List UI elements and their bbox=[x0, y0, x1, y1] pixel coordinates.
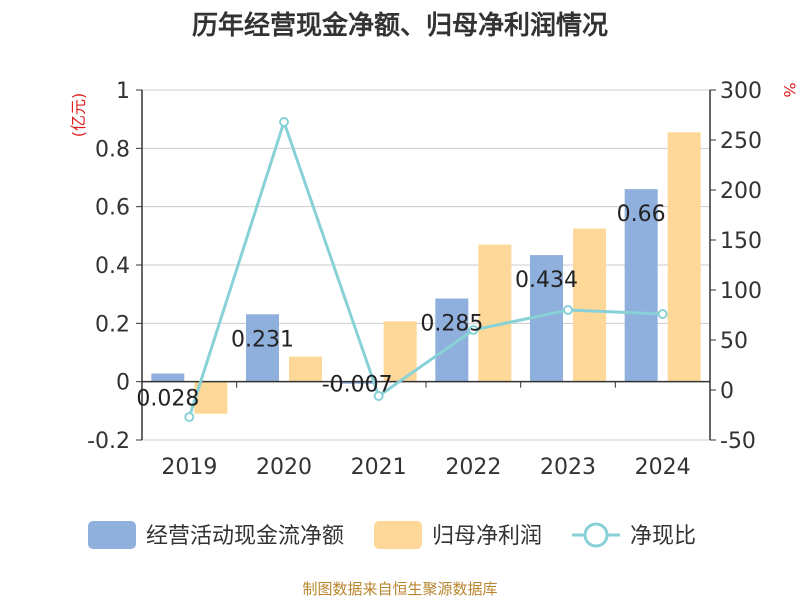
axes: -0.2 0 0.2 0.4 0.6 0.8 1 -50 0 50 100 150 200 250 300 2… bbox=[87, 79, 762, 480]
legend-swatch-0 bbox=[88, 521, 136, 549]
x-tick-label: 2023 bbox=[540, 455, 596, 480]
legend: 经营活动现金流净额 归母净利润 净现比 bbox=[88, 521, 696, 549]
bar-data-label: 0.434 bbox=[515, 268, 578, 293]
ratio-point-2019 bbox=[184, 412, 195, 422]
bar-s1-2022 bbox=[478, 244, 512, 382]
bar-s1-2020 bbox=[289, 356, 322, 382]
right-tick-label: 200 bbox=[720, 179, 762, 204]
bar-s0-2019 bbox=[151, 373, 185, 382]
right-tick-label: 100 bbox=[720, 279, 762, 304]
legend-label-1: 归母净利润 bbox=[432, 524, 542, 549]
bar-data-label: 0.231 bbox=[231, 327, 294, 352]
bar-s0-2021 bbox=[340, 381, 374, 384]
right-axis-unit: % bbox=[780, 82, 799, 97]
right-tick-label: 300 bbox=[720, 79, 762, 104]
bar-s0-2024 bbox=[624, 189, 658, 382]
bar-s0-2020 bbox=[246, 314, 279, 382]
legend-label-2: 净现比 bbox=[630, 524, 696, 549]
ratio-point-2022 bbox=[468, 325, 479, 335]
ratio-line bbox=[187, 117, 663, 418]
x-tick-label: 2019 bbox=[161, 455, 217, 480]
right-tick-label: 50 bbox=[720, 329, 748, 354]
left-axis-unit: (亿元) bbox=[69, 93, 88, 138]
left-tick-label: 0.8 bbox=[95, 137, 130, 162]
legend-marker-2 bbox=[583, 522, 609, 548]
right-tick-label: -50 bbox=[720, 429, 756, 454]
bar-data-label: 0.66 bbox=[617, 202, 666, 227]
x-tick-label: 2020 bbox=[256, 455, 312, 480]
bar-data-label: 0.028 bbox=[136, 387, 199, 412]
left-tick-label: -0.2 bbox=[87, 429, 130, 454]
right-tick-label: 150 bbox=[720, 229, 762, 254]
line-series bbox=[184, 117, 668, 422]
chart-title: 历年经营现金净额、归母净利润情况 bbox=[192, 10, 608, 41]
bar-series bbox=[151, 132, 701, 414]
ratio-point-2023 bbox=[563, 305, 573, 315]
x-tick-label: 2022 bbox=[445, 455, 501, 480]
ratio-point-2024 bbox=[657, 309, 668, 319]
ratio-point-2020 bbox=[279, 117, 289, 127]
legend-label-0: 经营活动现金流净额 bbox=[146, 524, 344, 549]
right-tick-label: 250 bbox=[720, 129, 762, 154]
x-tick-label: 2024 bbox=[635, 455, 691, 480]
bar-data-label: 0.285 bbox=[420, 312, 483, 337]
left-tick-label: 1 bbox=[116, 79, 130, 104]
left-tick-label: 0.2 bbox=[95, 312, 130, 337]
ratio-point-2021 bbox=[373, 391, 384, 401]
bar-s0-2022 bbox=[435, 298, 469, 382]
bar-data-label: -0.007 bbox=[322, 373, 393, 398]
left-tick-label: 0.6 bbox=[95, 196, 130, 221]
left-tick-label: 0 bbox=[116, 371, 130, 396]
bar-s1-2024 bbox=[667, 132, 701, 382]
left-tick-label: 0.4 bbox=[95, 254, 130, 279]
source-note: 制图数据来自恒生聚源数据库 bbox=[302, 580, 497, 598]
legend-swatch-1 bbox=[374, 521, 423, 549]
bar-s1-2023 bbox=[573, 228, 606, 382]
data-labels: 0.028 0.231 -0.007 0.285 0.434 0.66 bbox=[136, 202, 665, 411]
x-tick-label: 2021 bbox=[351, 455, 407, 480]
right-tick-label: 0 bbox=[720, 379, 734, 404]
